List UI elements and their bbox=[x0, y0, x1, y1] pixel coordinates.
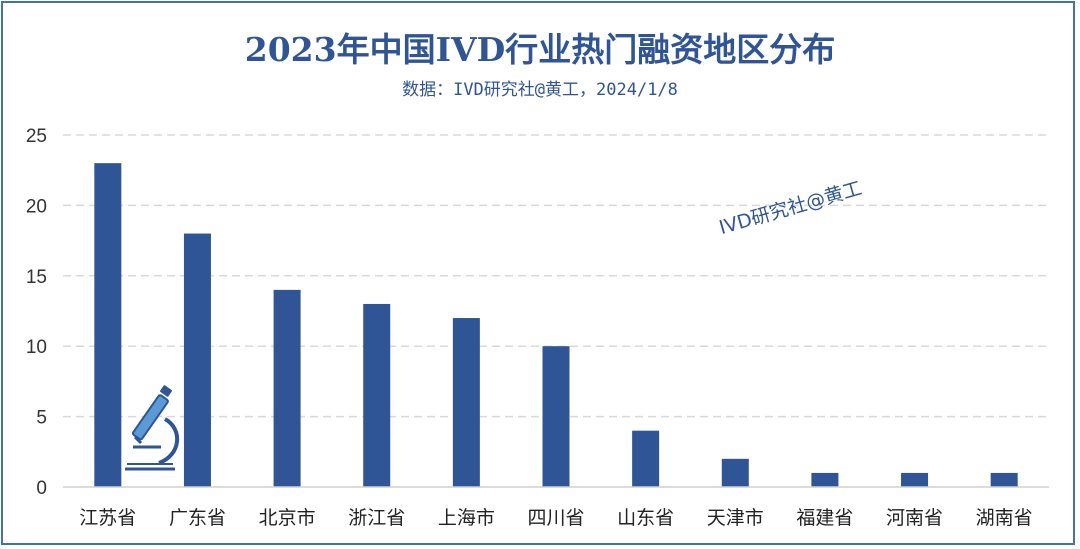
y-tick-label: 5 bbox=[36, 408, 47, 429]
bar-7 bbox=[632, 430, 660, 487]
bar-10 bbox=[901, 472, 929, 487]
x-tick-label: 河南省 bbox=[886, 507, 943, 529]
x-tick-label: 天津市 bbox=[707, 507, 764, 529]
bar-4 bbox=[363, 303, 391, 487]
bar-9 bbox=[811, 472, 839, 487]
gridlines bbox=[63, 134, 1049, 418]
chart-subtitle: 数据：IVD研究社@黄工，2024/1/8 bbox=[402, 80, 678, 100]
x-tick-label: 湖南省 bbox=[976, 507, 1033, 529]
x-tick-label: 四川省 bbox=[527, 507, 584, 529]
x-tick-label: 北京市 bbox=[259, 507, 316, 529]
bar-chart: 0 5 10 15 20 25 江苏省 广东省 北京市 浙江省 上海市 四川省 山东省 天津市 福建省 河南省… bbox=[26, 126, 1049, 529]
bar-6 bbox=[542, 346, 570, 487]
microscope-icon bbox=[125, 385, 180, 471]
x-tick-label: 上海市 bbox=[438, 507, 495, 529]
y-tick-label: 25 bbox=[26, 126, 47, 147]
bars bbox=[94, 163, 1018, 487]
bar-3 bbox=[273, 289, 301, 487]
x-tick-label: 山东省 bbox=[617, 507, 674, 529]
x-tick-label: 福建省 bbox=[796, 507, 853, 529]
y-tick-label: 0 bbox=[36, 478, 47, 499]
x-tick-label: 浙江省 bbox=[348, 507, 405, 529]
bar-2 bbox=[183, 233, 211, 487]
bar-8 bbox=[721, 458, 749, 487]
axes: 0 5 10 15 20 25 江苏省 广东省 北京市 浙江省 上海市 四川省 山东省 天津市 福建省 河南省… bbox=[26, 126, 1049, 529]
chart-title: 2023年中国IVD行业热门融资地区分布 bbox=[244, 30, 836, 69]
y-tick-label: 10 bbox=[26, 337, 47, 358]
x-tick-label: 广东省 bbox=[169, 507, 226, 529]
bar-5 bbox=[452, 318, 480, 487]
y-tick-label: 20 bbox=[26, 196, 47, 217]
x-tick-label: 江苏省 bbox=[79, 507, 136, 529]
bar-11 bbox=[990, 472, 1018, 487]
y-tick-label: 15 bbox=[26, 267, 47, 288]
bar-1 bbox=[94, 163, 122, 487]
